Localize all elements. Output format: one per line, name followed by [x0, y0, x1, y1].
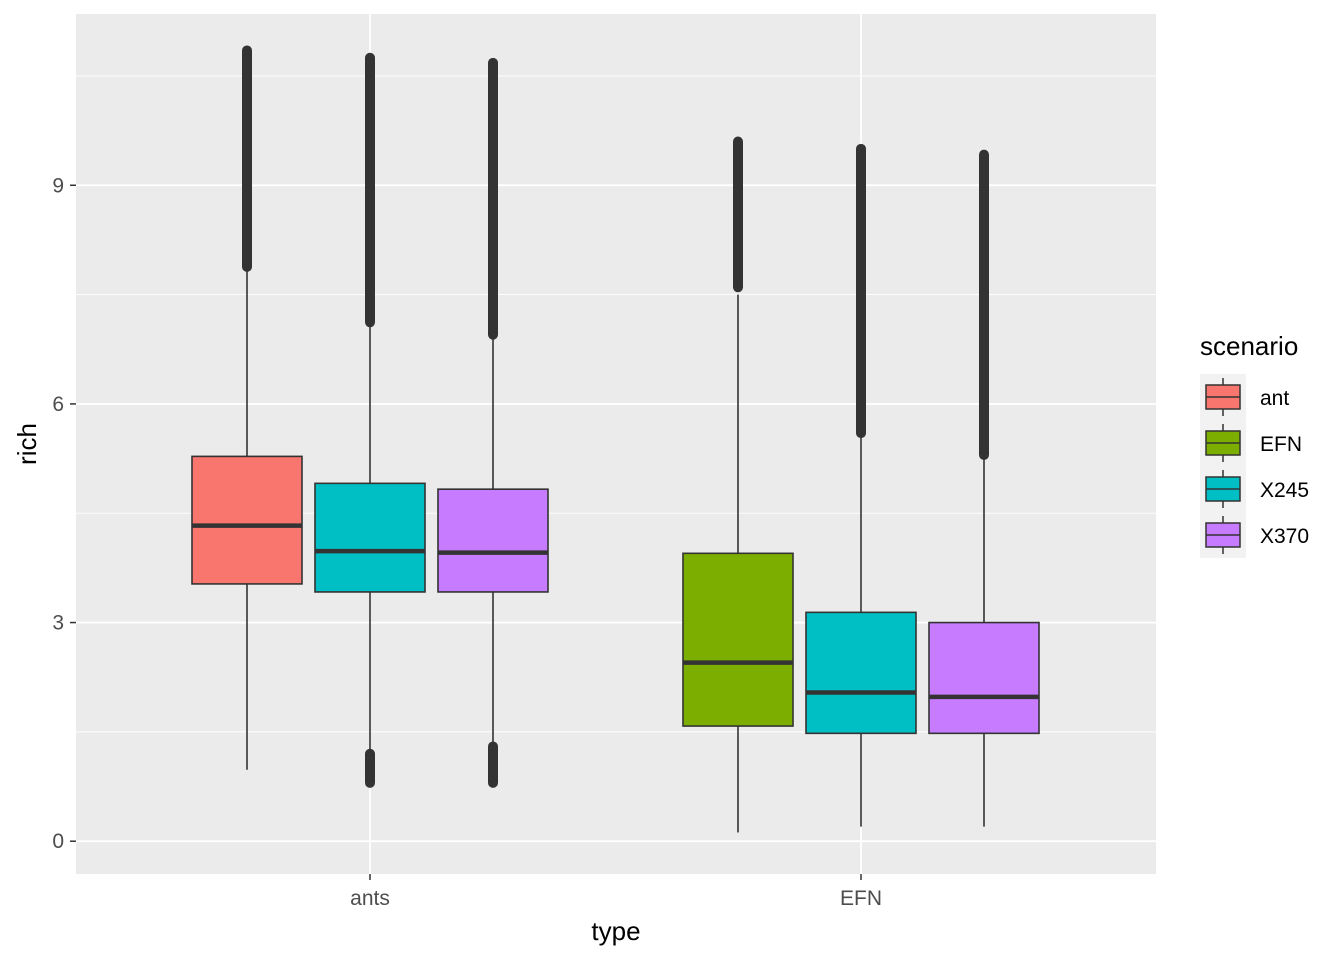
y-tick-label: 6 — [52, 393, 64, 416]
y-tick-label: 9 — [52, 174, 64, 197]
box-EFN-X245 — [805, 143, 917, 827]
box-EFN-EFN — [682, 136, 794, 833]
box-ants-X245 — [314, 52, 426, 788]
iqr-box — [437, 488, 549, 593]
legend-item-EFN: EFN — [1205, 424, 1302, 462]
box-ants-X370 — [437, 57, 549, 788]
legend: scenario ant EFN X245 X370 — [1200, 331, 1309, 558]
legend-item-X245: X245 — [1205, 470, 1309, 508]
y-axis: 0 3 6 9 — [52, 174, 76, 853]
x-tick-label: EFN — [840, 887, 882, 910]
box-EFN-X370 — [928, 149, 1040, 827]
legend-label: ant — [1260, 387, 1289, 410]
iqr-box — [314, 482, 426, 593]
boxes-layer — [191, 45, 1040, 833]
iqr-box — [191, 455, 303, 585]
iqr-box — [805, 611, 917, 735]
y-axis-title: rich — [12, 423, 42, 465]
x-axis: ants EFN — [350, 874, 882, 910]
y-tick-label: 0 — [52, 830, 64, 853]
iqr-box — [928, 621, 1040, 735]
legend-item-X370: X370 — [1205, 516, 1309, 554]
iqr-box — [682, 552, 794, 727]
x-tick-label: ants — [350, 887, 390, 910]
box-ants-ant — [191, 45, 303, 770]
legend-items: ant EFN X245 X370 — [1200, 374, 1309, 558]
y-tick-label: 3 — [52, 612, 64, 635]
legend-label: X245 — [1260, 479, 1309, 502]
x-axis-title: type — [591, 916, 640, 946]
plot-panel — [76, 14, 1156, 874]
legend-item-ant: ant — [1205, 378, 1289, 416]
legend-label: EFN — [1260, 433, 1302, 456]
legend-title: scenario — [1200, 331, 1298, 361]
legend-label: X370 — [1260, 525, 1309, 548]
